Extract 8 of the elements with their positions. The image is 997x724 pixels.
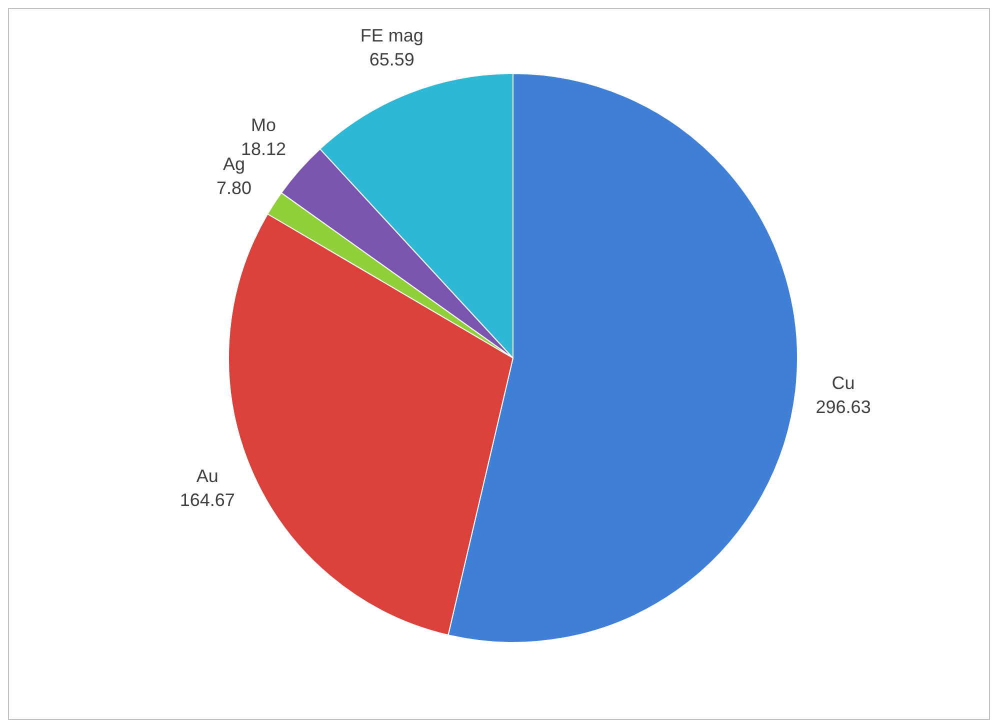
data-label: 7.80 [216,178,252,198]
data-label: 65.59 [369,49,414,70]
slice-label: Au [196,466,218,486]
slice-label: Mo [251,115,276,136]
data-label: 296.63 [816,397,871,418]
slice-label: FE mag [360,25,424,46]
slice-label: Cu [832,373,855,394]
data-label: 164.67 [180,490,235,510]
